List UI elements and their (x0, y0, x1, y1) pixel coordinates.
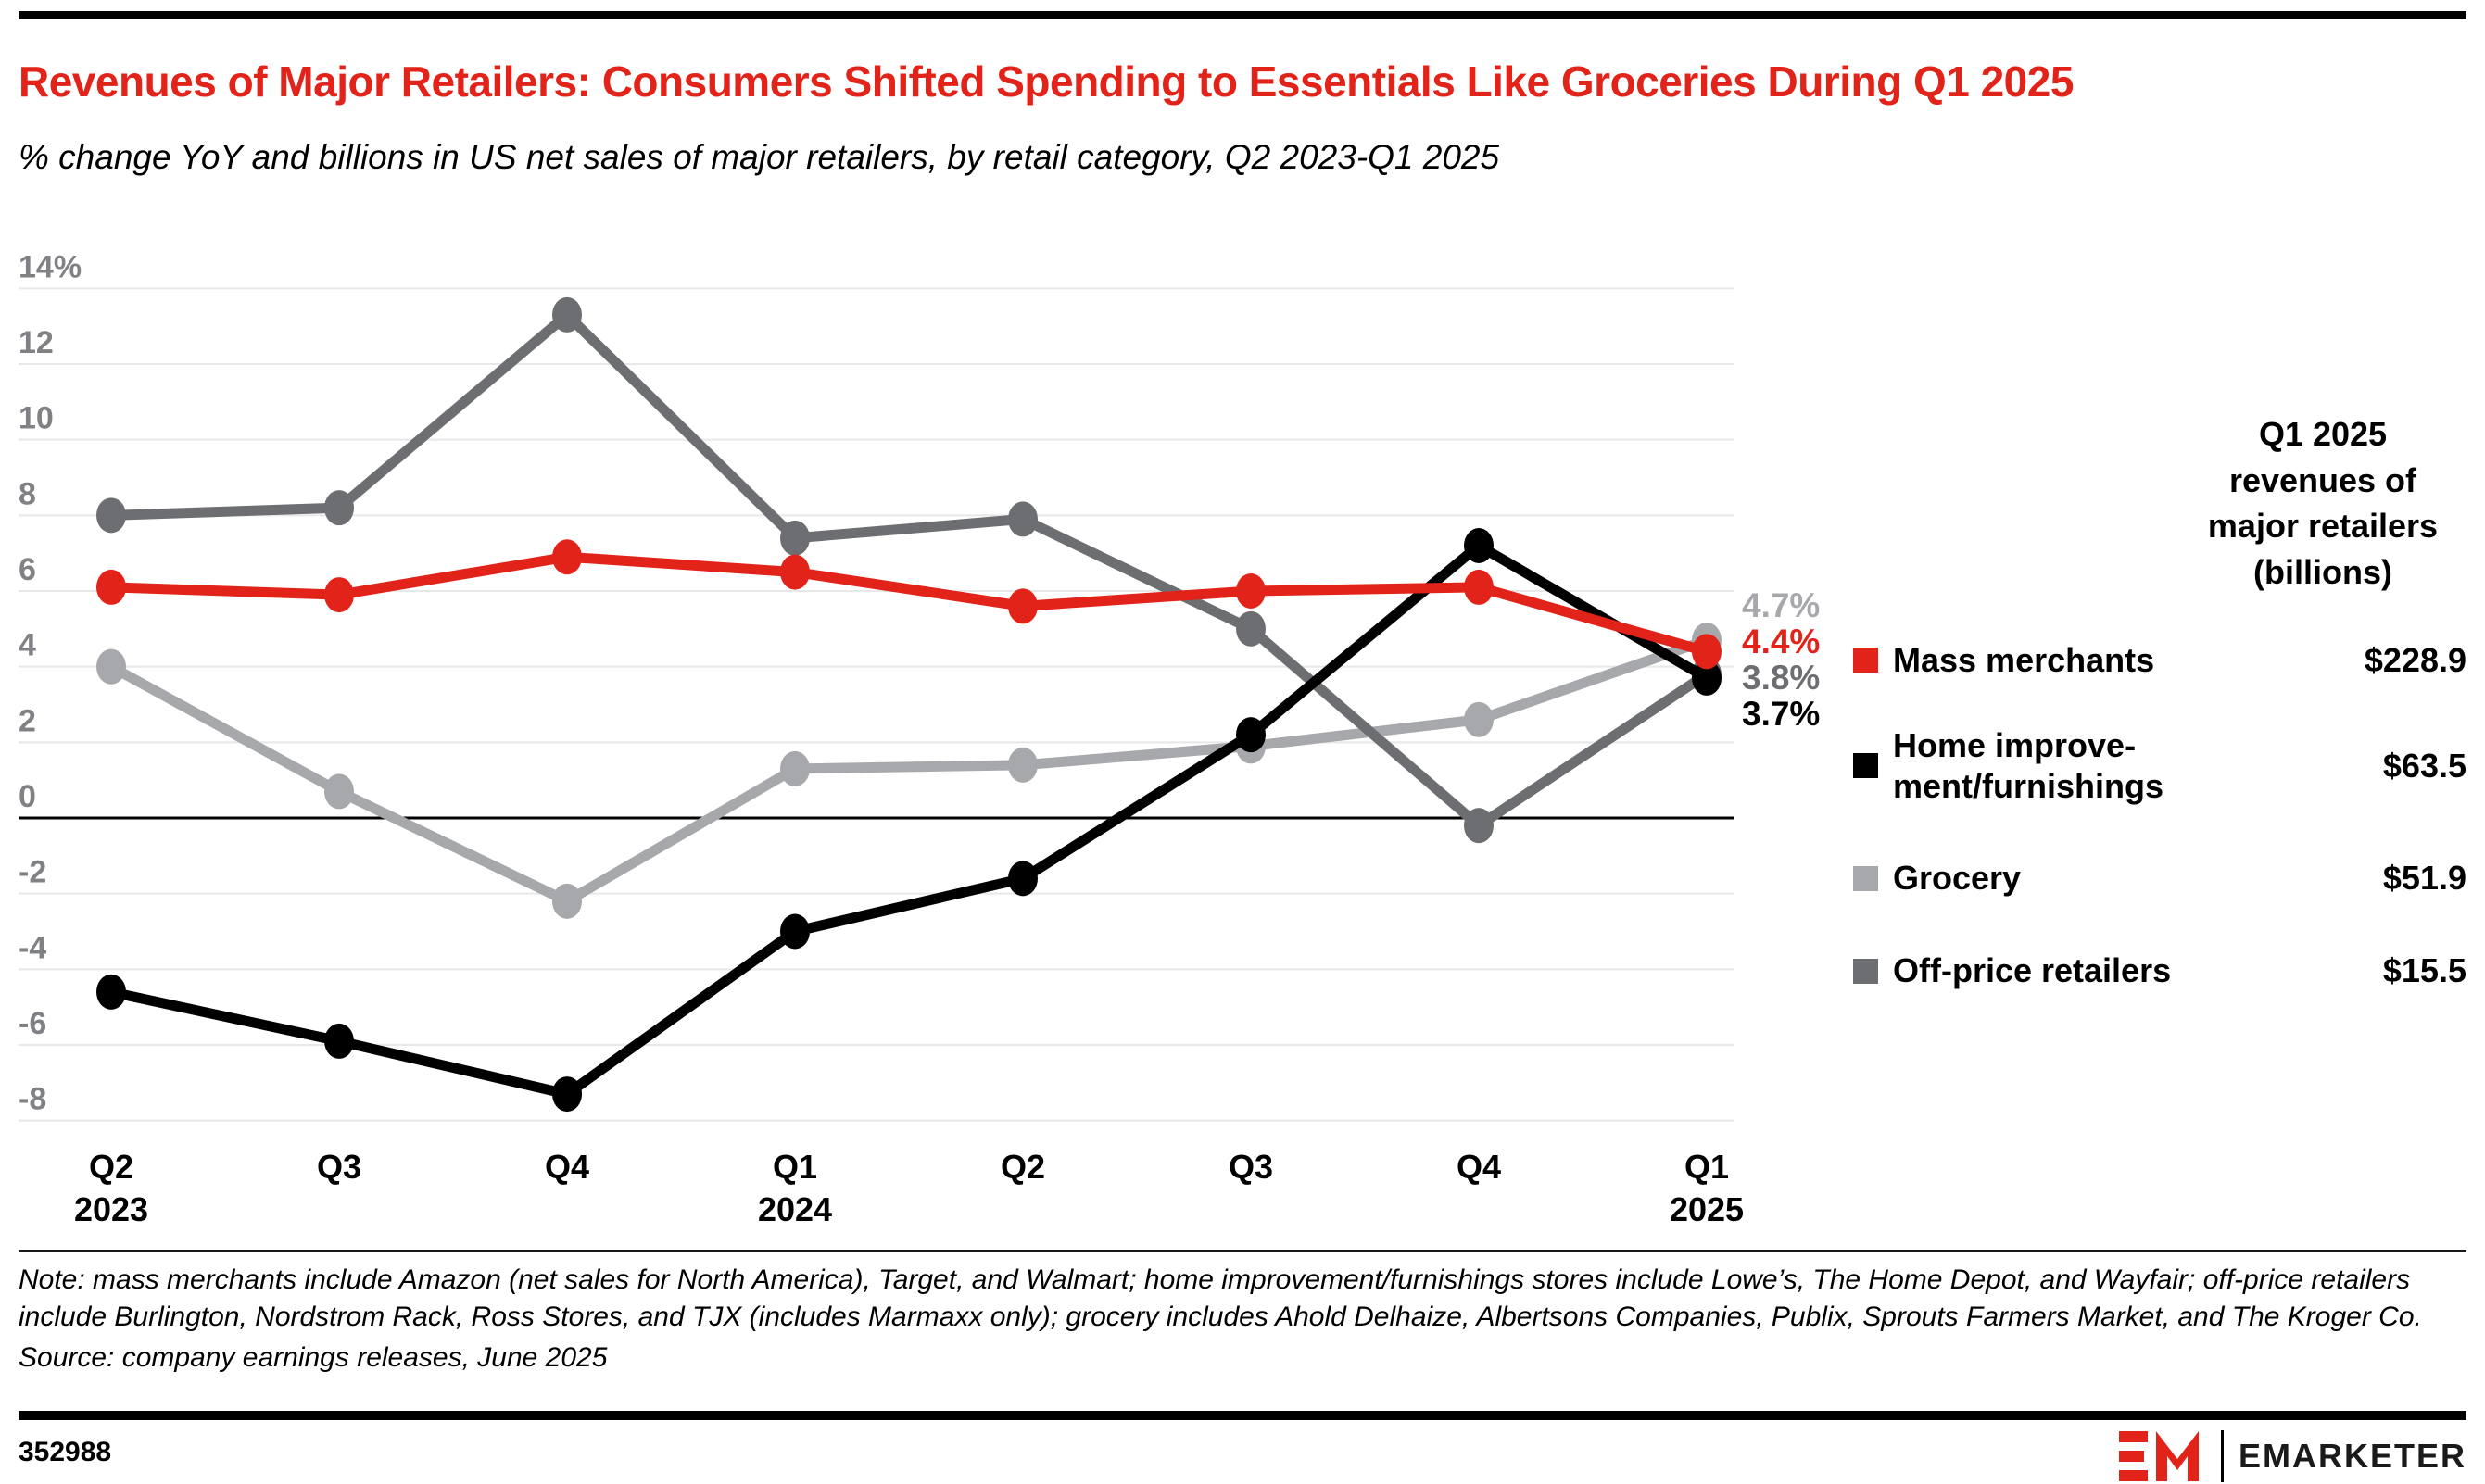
data-point-off-price-retailers (1008, 501, 1038, 537)
data-point-grocery (96, 648, 126, 685)
data-point-off-price-retailers (552, 296, 582, 333)
off-price-swatch-icon (1853, 958, 1878, 984)
data-point-home-improvement-furnishings (1464, 528, 1494, 564)
grocery-swatch-icon (1853, 865, 1878, 891)
legend-item-label: Mass merchants (1893, 640, 2155, 679)
series-line-off-price-retailers (110, 308, 1710, 833)
data-point-mass-merchants (324, 577, 354, 613)
end-label-off-price-retailers: 3.8% (1742, 659, 1820, 697)
y-axis-label: -6 (19, 1006, 46, 1041)
series-line-mass-merchants (110, 551, 1709, 657)
x-axis-label: Q3 (317, 1148, 361, 1186)
home-improvement-swatch-icon (1853, 753, 1878, 778)
legend-header: Q1 2025 revenues of major retailers (bil… (2207, 415, 2439, 592)
data-point-off-price-retailers (1236, 610, 1266, 647)
y-axis-label: 4 (19, 628, 36, 663)
top-rule (19, 11, 2466, 19)
note-text: Note: mass merchants include Amazon (net… (19, 1264, 2422, 1333)
x-axis-label: Q1 (773, 1148, 817, 1186)
data-point-grocery (780, 750, 810, 786)
data-point-mass-merchants (552, 539, 582, 575)
data-point-mass-merchants (780, 554, 810, 590)
data-point-mass-merchants (1008, 588, 1038, 624)
data-point-mass-merchants (1692, 634, 1722, 670)
data-point-off-price-retailers (324, 490, 354, 526)
legend-panel: Q1 2025 revenues of major retailers (bil… (1853, 411, 2466, 991)
x-axis-year-label: 2024 (758, 1190, 832, 1228)
note-divider (19, 1250, 2466, 1252)
data-point-grocery (1464, 701, 1494, 737)
legend-item-value: $228.9 (2364, 640, 2466, 679)
chart-subtitle: % change YoY and billions in US net sale… (19, 138, 1500, 176)
y-axis-label: 14% (19, 249, 82, 284)
y-axis-label: 8 (19, 476, 36, 511)
brand-divider (2220, 1430, 2224, 1482)
legend-item-value: $63.5 (2382, 746, 2466, 785)
data-point-home-improvement-furnishings (324, 1023, 354, 1059)
legend-item-grocery: Grocery $51.9 (1853, 858, 2466, 899)
legend-item-mass-merchants: Mass merchants $228.9 (1853, 640, 2466, 681)
data-point-mass-merchants (1464, 569, 1494, 605)
footer-rule (19, 1411, 2466, 1420)
data-point-grocery (324, 773, 354, 810)
y-axis-label: 2 (19, 703, 36, 738)
source-text: Source: company earnings releases, June … (19, 1342, 608, 1374)
data-point-grocery (1008, 747, 1038, 783)
brand-logo: EMARKETER (2118, 1428, 2466, 1484)
x-axis-year-label: 2023 (74, 1190, 148, 1228)
brand-name: EMARKETER (2238, 1437, 2466, 1475)
legend-item-label: Grocery (1893, 859, 2022, 898)
y-axis-label: -8 (19, 1082, 46, 1117)
legend-item-off-price: Off-price retailers $15.5 (1853, 950, 2466, 991)
data-point-home-improvement-furnishings (96, 974, 126, 1010)
legend-item-value: $15.5 (2382, 951, 2466, 990)
legend-item-home-improvement: Home improve- ment/furnishings $63.5 (1853, 725, 2466, 807)
data-point-mass-merchants (96, 569, 126, 605)
data-point-home-improvement-furnishings (552, 1076, 582, 1113)
y-axis-label: -4 (19, 930, 46, 965)
data-point-off-price-retailers (780, 520, 810, 556)
y-axis-label: 12 (19, 325, 54, 360)
data-point-home-improvement-furnishings (1236, 717, 1266, 753)
data-point-home-improvement-furnishings (1008, 861, 1038, 897)
x-axis-label: Q2 (1001, 1148, 1045, 1186)
data-point-off-price-retailers (1464, 808, 1494, 844)
y-axis-label: 10 (19, 401, 54, 436)
series-line-grocery (108, 635, 1709, 908)
legend-item-label: Off-price retailers (1893, 951, 2172, 990)
chart-id: 352988 (19, 1437, 112, 1467)
end-label-home-improvement-furnishings: 3.7% (1742, 695, 1820, 733)
chart-title: Revenues of Major Retailers: Consumers S… (19, 57, 2074, 106)
end-label-mass-merchants: 4.4% (1742, 623, 1820, 660)
end-label-grocery: 4.7% (1742, 586, 1820, 624)
x-axis-label: Q4 (1457, 1148, 1501, 1186)
data-point-home-improvement-furnishings (780, 913, 810, 950)
x-axis-label: Q1 (1684, 1148, 1729, 1186)
legend-item-value: $51.9 (2382, 859, 2466, 898)
data-point-grocery (552, 883, 582, 919)
mass-merchants-swatch-icon (1853, 648, 1878, 673)
data-point-mass-merchants (1236, 573, 1266, 610)
data-point-off-price-retailers (96, 497, 126, 534)
em-logo-icon (2118, 1431, 2199, 1481)
data-point-home-improvement-furnishings (1692, 660, 1722, 696)
x-axis-label: Q4 (545, 1148, 589, 1186)
x-axis-year-label: 2025 (1670, 1190, 1744, 1228)
x-axis-label: Q3 (1229, 1148, 1273, 1186)
note-block: Note: mass merchants include Amazon (net… (19, 1262, 2466, 1377)
y-axis-label: 0 (19, 779, 36, 814)
series-line-home-improvement-furnishings (109, 539, 1709, 1100)
y-axis-label: 6 (19, 552, 36, 587)
x-axis-label: Q2 (89, 1148, 133, 1186)
legend-item-label: Home improve- ment/furnishings (1893, 725, 2164, 805)
y-axis-label: -2 (19, 855, 46, 890)
